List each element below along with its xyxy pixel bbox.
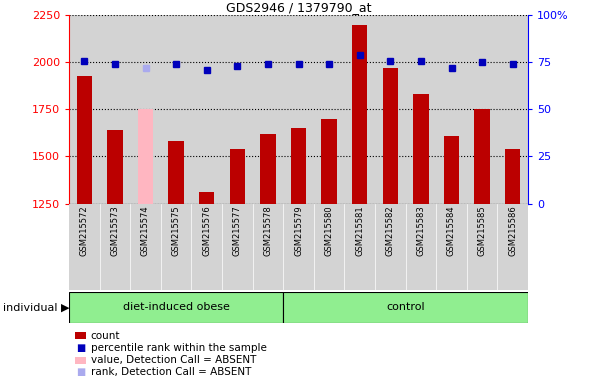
Text: GSM215581: GSM215581 <box>355 205 364 256</box>
Bar <box>107 130 122 204</box>
Text: GSM215578: GSM215578 <box>263 205 272 256</box>
Bar <box>283 15 314 204</box>
Text: percentile rank within the sample: percentile rank within the sample <box>91 343 266 353</box>
Bar <box>344 15 375 204</box>
Bar <box>383 68 398 204</box>
Bar <box>161 204 191 290</box>
Text: GSM215580: GSM215580 <box>325 205 334 256</box>
Text: GSM215582: GSM215582 <box>386 205 395 256</box>
Bar <box>406 204 436 290</box>
Bar <box>406 15 436 204</box>
Text: GSM215572: GSM215572 <box>80 205 89 256</box>
Text: GSM215585: GSM215585 <box>478 205 487 256</box>
Text: GSM215574: GSM215574 <box>141 205 150 256</box>
Bar <box>352 25 367 204</box>
Text: GSM215577: GSM215577 <box>233 205 242 256</box>
Bar <box>69 204 100 290</box>
Title: GDS2946 / 1379790_at: GDS2946 / 1379790_at <box>226 1 371 14</box>
Text: value, Detection Call = ABSENT: value, Detection Call = ABSENT <box>91 355 256 365</box>
Bar <box>69 292 283 323</box>
Text: GSM215586: GSM215586 <box>508 205 517 256</box>
Bar <box>497 15 528 204</box>
Bar <box>222 204 253 290</box>
Text: control: control <box>386 302 425 312</box>
Bar <box>191 204 222 290</box>
Bar <box>467 204 497 290</box>
Bar <box>130 204 161 290</box>
Text: GSM215579: GSM215579 <box>294 205 303 256</box>
Bar <box>444 136 459 204</box>
Bar <box>138 109 153 204</box>
Bar <box>497 204 528 290</box>
Text: ■: ■ <box>76 343 85 353</box>
Bar <box>260 134 275 204</box>
Bar <box>230 149 245 204</box>
Text: rank, Detection Call = ABSENT: rank, Detection Call = ABSENT <box>91 367 251 377</box>
Bar <box>344 204 375 290</box>
Bar <box>130 15 161 204</box>
Text: GSM215573: GSM215573 <box>110 205 119 256</box>
Bar <box>314 15 344 204</box>
Text: GSM215584: GSM215584 <box>447 205 456 256</box>
Bar <box>467 15 497 204</box>
Text: individual ▶: individual ▶ <box>3 302 70 312</box>
Bar <box>253 204 283 290</box>
Text: count: count <box>91 331 120 341</box>
Bar <box>475 109 490 204</box>
Bar <box>314 204 344 290</box>
Bar <box>375 15 406 204</box>
Bar <box>100 15 130 204</box>
Bar <box>100 204 130 290</box>
Bar <box>413 94 428 204</box>
Bar <box>283 204 314 290</box>
Bar <box>161 15 191 204</box>
Text: GSM215576: GSM215576 <box>202 205 211 256</box>
Bar <box>69 15 100 204</box>
Bar <box>199 192 214 204</box>
Text: diet-induced obese: diet-induced obese <box>122 302 230 312</box>
Bar <box>191 15 222 204</box>
Bar <box>77 76 92 204</box>
Bar <box>375 204 406 290</box>
Text: GSM215575: GSM215575 <box>172 205 181 256</box>
Bar <box>253 15 283 204</box>
Bar <box>169 141 184 204</box>
Bar <box>283 292 528 323</box>
Bar <box>436 15 467 204</box>
Bar <box>505 149 520 204</box>
Text: GSM215583: GSM215583 <box>416 205 425 256</box>
Bar <box>222 15 253 204</box>
Bar <box>322 119 337 204</box>
Bar <box>291 128 306 204</box>
Bar <box>436 204 467 290</box>
Text: ■: ■ <box>76 367 85 377</box>
